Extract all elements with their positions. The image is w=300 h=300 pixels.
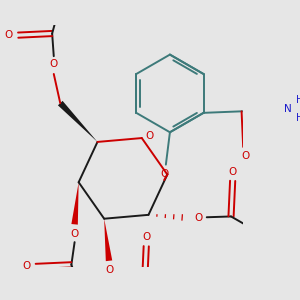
Polygon shape (71, 182, 79, 225)
Text: H: H (296, 113, 300, 123)
Text: O: O (22, 261, 30, 272)
Text: O: O (50, 59, 58, 69)
Text: H: H (296, 95, 300, 105)
Text: O: O (229, 167, 237, 177)
Text: N: N (284, 104, 292, 114)
Text: O: O (146, 130, 154, 141)
Text: O: O (194, 213, 203, 223)
Text: O: O (70, 229, 79, 239)
Text: O: O (142, 232, 150, 242)
Text: O: O (4, 30, 13, 40)
Text: O: O (106, 266, 114, 275)
Text: O: O (242, 151, 250, 161)
Polygon shape (104, 219, 112, 261)
Text: O: O (160, 169, 168, 178)
Polygon shape (58, 101, 98, 142)
